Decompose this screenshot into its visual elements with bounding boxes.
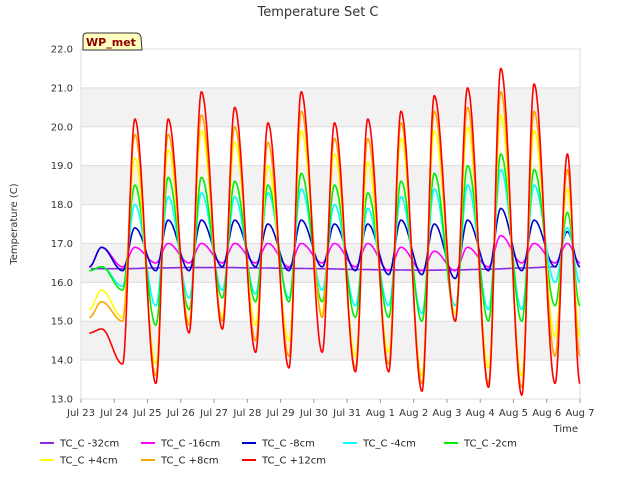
series-line-tc-c-plus12cm <box>88 67 581 396</box>
grid-band <box>81 321 580 361</box>
plot-area <box>80 48 581 400</box>
legend: TC_C -32cm TC_C -16cm TC_C -8cm TC_C -4cm TC… <box>40 439 517 467</box>
x-tick-label: Aug 2 <box>399 408 428 419</box>
y-tick-label: 15.0 <box>51 317 73 328</box>
series-line-tc-c-minus2cm <box>88 153 581 326</box>
series-line-tc-c-minus8cm <box>88 207 581 280</box>
grid-band <box>81 360 580 399</box>
chart-title: Temperature Set C <box>256 5 378 20</box>
x-tick-label: Aug 7 <box>565 408 594 419</box>
x-tick-label: Jul 31 <box>332 408 361 419</box>
grid-band <box>81 282 580 322</box>
legend-item-tc-c-plus12cm: TC_C +12cm <box>242 456 326 467</box>
series-line-tc-c-minus16cm <box>88 234 581 272</box>
y-tick-label: 20.0 <box>51 122 73 133</box>
legend-label: TC_C -8cm <box>261 439 315 450</box>
legend-item-tc-c-plus8cm: TC_C +8cm <box>141 456 219 467</box>
y-tick-label: 16.0 <box>51 278 73 289</box>
y-tick-label: 22.0 <box>51 45 73 56</box>
legend-label: TC_C -32cm <box>59 439 119 450</box>
x-tick-label: Jul 26 <box>166 408 195 419</box>
x-tick-label: Jul 28 <box>232 408 261 419</box>
legend-item-tc-c-minus8cm: TC_C -8cm <box>242 439 315 450</box>
x-tick-label: Aug 3 <box>432 408 461 419</box>
x-tick-label: Jul 25 <box>133 408 162 419</box>
grid-band <box>81 49 580 88</box>
y-tick-label: 18.0 <box>51 200 73 211</box>
legend-label: TC_C -4cm <box>362 439 416 450</box>
y-axis: 13.0 14.0 15.0 16.0 17.0 18.0 19.0 20.0 21.0 22.0 <box>51 45 73 406</box>
legend-label: TC_C +4cm <box>59 456 118 467</box>
legend-item-tc-c-plus4cm: TC_C +4cm <box>40 456 118 467</box>
series-lines <box>88 67 581 396</box>
legend-item-tc-c-minus2cm: TC_C -2cm <box>444 439 517 450</box>
series-line-tc-c-minus4cm <box>88 168 581 315</box>
x-tick-label: Jul 24 <box>99 408 128 419</box>
x-tick-label: Jul 23 <box>66 408 95 419</box>
x-tick-label: Aug 4 <box>466 408 495 419</box>
x-axis: Jul 23 Jul 24 Jul 25 Jul 26 Jul 27 Jul 28 Jul … <box>66 399 595 419</box>
legend-item-tc-c-minus4cm: TC_C -4cm <box>343 439 416 450</box>
y-axis-title: Temperature (C) <box>9 183 20 265</box>
y-tick-label: 17.0 <box>51 239 73 250</box>
legend-label: TC_C -16cm <box>160 439 220 450</box>
x-axis-title: Time <box>553 424 578 435</box>
legend-label: TC_C +8cm <box>160 456 219 467</box>
x-tick-label: Aug 5 <box>499 408 528 419</box>
legend-item-tc-c-minus16cm: TC_C -16cm <box>141 439 220 450</box>
series-line-tc-c-plus8cm <box>88 91 581 389</box>
legend-label: TC_C -2cm <box>463 439 517 450</box>
y-tick-label: 19.0 <box>51 161 73 172</box>
y-tick-label: 21.0 <box>51 83 73 94</box>
y-tick-label: 14.0 <box>51 356 73 367</box>
series-line-tc-c-plus4cm <box>88 114 581 377</box>
x-tick-label: Aug 1 <box>366 408 395 419</box>
x-tick-label: Jul 29 <box>266 408 295 419</box>
x-tick-label: Jul 27 <box>199 408 228 419</box>
x-tick-label: Jul 30 <box>299 408 328 419</box>
legend-label: TC_C +12cm <box>261 456 326 467</box>
x-tick-label: Aug 6 <box>532 408 561 419</box>
wp-met-badge: WP_met <box>82 32 143 51</box>
badge-label: WP_met <box>86 36 136 49</box>
y-tick-label: 13.0 <box>51 395 73 406</box>
legend-item-tc-c-minus32cm: TC_C -32cm <box>40 439 119 450</box>
